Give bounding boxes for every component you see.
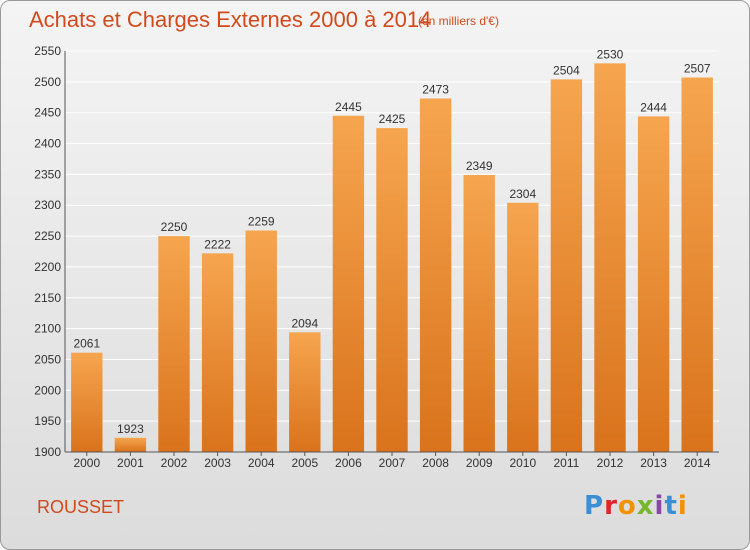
data-label: 2444 [640,100,667,114]
bar [637,116,670,452]
axes: 1900 1950 2000 2050 2100 2150 2200 2250 2300 2350… [34,44,719,470]
y-tick-label: 2500 [34,75,61,89]
bar [245,230,277,452]
data-label: 2349 [466,159,493,173]
bar [332,115,365,453]
y-tick-label: 2300 [34,198,61,212]
y-tick-label: 2550 [34,44,61,58]
y-tick-label: 1900 [34,445,61,459]
chart-title: Achats et Charges Externes 2000 à 2014 [29,7,432,32]
x-tick-label: 2013 [640,456,667,470]
data-label: 2250 [161,220,188,234]
data-label: 1923 [117,422,144,436]
data-label: 2530 [597,47,624,61]
x-tick-label: 2007 [379,456,406,470]
bar [289,332,321,452]
x-tick-label: 2006 [335,456,362,470]
data-label: 2425 [379,112,406,126]
x-tick-label: 2002 [161,456,188,470]
x-tick-label: 2009 [466,456,493,470]
commune-name: ROUSSET [37,497,125,517]
x-tick-label: 2005 [291,456,318,470]
bar [419,98,452,452]
data-label: 2259 [248,215,275,229]
x-tick-label: 2014 [684,456,711,470]
data-label: 2504 [553,63,580,77]
proxiti-logo: Proxiti [584,491,688,521]
x-tick-label: 2010 [509,456,536,470]
y-tick-label: 2350 [34,167,61,181]
bar [550,79,583,452]
y-tick-label: 2050 [34,352,61,366]
y-tick-label: 1950 [34,414,61,428]
data-label: 2304 [509,187,536,201]
bar [376,128,408,452]
x-tick-label: 2003 [204,456,231,470]
y-tick-label: 2400 [34,137,61,151]
bar [114,437,147,452]
data-label: 2222 [204,237,231,251]
data-label: 2473 [422,83,449,97]
bar [463,175,495,453]
bar [507,202,539,452]
y-tick-label: 2200 [34,260,61,274]
bar [71,352,103,452]
y-tick-label: 2150 [34,291,61,305]
data-label: 2445 [335,100,362,114]
y-tick-label: 2450 [34,106,61,120]
data-label: 2061 [73,337,100,351]
bar [201,253,234,452]
x-tick-label: 2000 [73,456,100,470]
bars: 2061 1923 2250 2222 2259 2094 2445 2425 2473 2349… [71,47,713,453]
x-tick-label: 2001 [117,456,144,470]
y-tick-label: 2100 [34,322,61,336]
data-label: 2507 [684,62,711,76]
y-tick-label: 2250 [34,229,61,243]
chart-subtitle: (en milliers d'€) [418,14,499,28]
bar [681,77,713,452]
bar [158,236,190,452]
x-tick-label: 2011 [553,456,579,470]
data-label: 2094 [291,316,318,330]
y-tick-label: 2000 [34,383,61,397]
x-tick-label: 2008 [422,456,449,470]
bar [594,63,626,452]
x-tick-label: 2004 [248,456,275,470]
x-tick-label: 2012 [597,456,624,470]
